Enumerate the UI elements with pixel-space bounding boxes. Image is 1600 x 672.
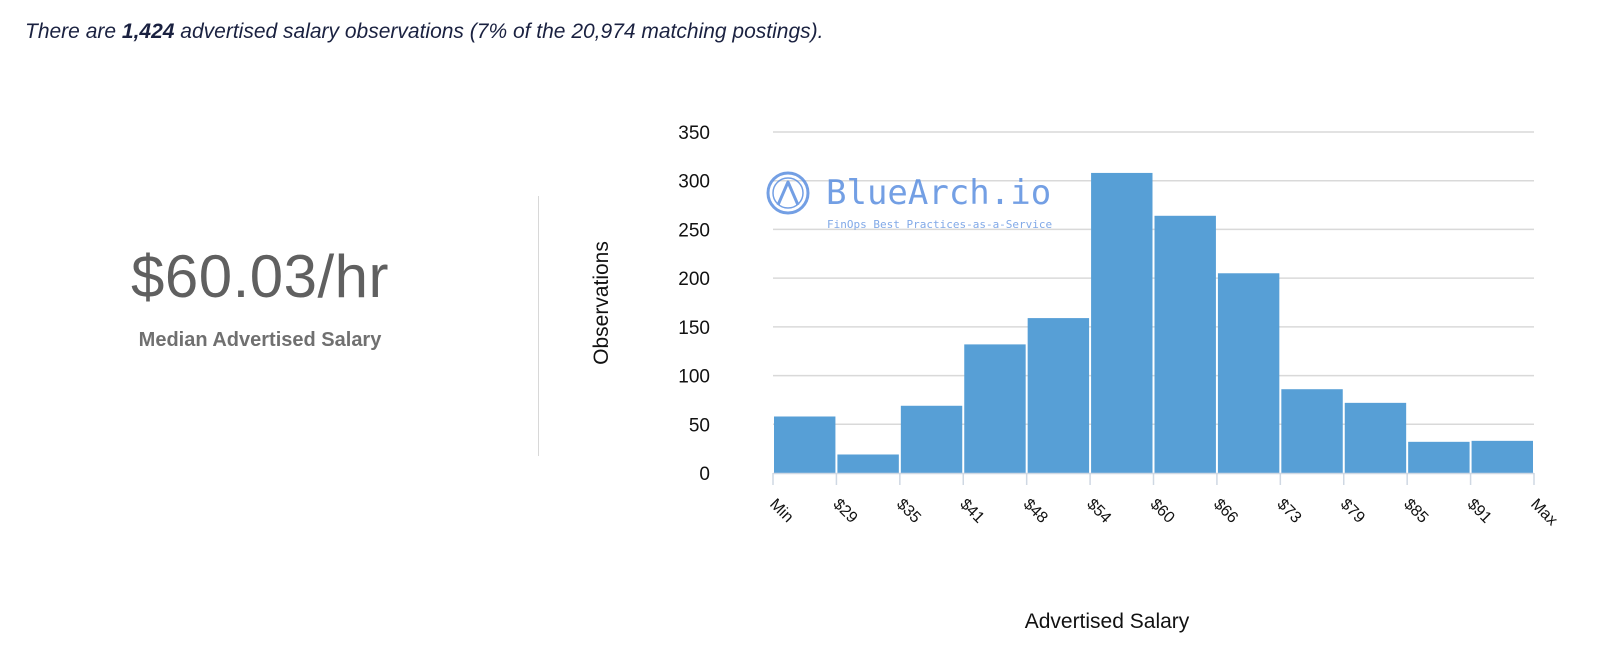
histogram-bar xyxy=(837,454,899,473)
histogram-bar xyxy=(1344,402,1407,473)
watermark-title: BlueArch.io xyxy=(826,173,1051,213)
y-tick-label: 150 xyxy=(678,318,710,339)
watermark: BlueArch.io FinOps Best Practices-as-a-S… xyxy=(766,171,1052,231)
histogram-bar xyxy=(1281,389,1343,473)
histogram-bar xyxy=(900,405,963,473)
arch-logo-icon xyxy=(766,171,810,215)
x-tick-label: Max xyxy=(1527,496,1560,529)
histogram-bar xyxy=(1408,441,1470,473)
histogram-bar xyxy=(1091,172,1153,474)
chart-bars xyxy=(774,172,1533,474)
y-tick-label: 350 xyxy=(678,123,710,144)
summary-text: There are 1,424 advertised salary observ… xyxy=(25,20,823,44)
x-tick-label: Min xyxy=(766,496,796,526)
y-tick-label: 250 xyxy=(678,220,710,241)
x-tick-label: $29 xyxy=(830,496,861,527)
x-tick-label: $54 xyxy=(1083,496,1114,527)
x-tick-label: $85 xyxy=(1400,496,1431,527)
chart-gridlines xyxy=(773,131,1534,426)
x-tick-label: $79 xyxy=(1337,496,1368,527)
y-tick-label: 300 xyxy=(678,172,710,193)
x-tick-label: $66 xyxy=(1210,496,1241,527)
y-tick-label: 0 xyxy=(699,464,710,485)
histogram-bar xyxy=(774,416,836,473)
summary-suffix: advertised salary observations (7% of th… xyxy=(174,20,824,43)
x-tick-label: $60 xyxy=(1147,496,1178,527)
histogram-bar xyxy=(1471,440,1533,473)
y-axis-title: Observations xyxy=(590,241,613,365)
x-axis-title: Advertised Salary xyxy=(1025,610,1190,633)
median-salary-label: Median Advertised Salary xyxy=(138,329,382,351)
x-tick-label: $73 xyxy=(1274,496,1305,527)
median-salary-value: $60.03/hr xyxy=(130,243,390,310)
y-tick-label: 100 xyxy=(678,367,710,388)
x-tick-label: $41 xyxy=(956,496,987,527)
x-tick-label: $91 xyxy=(1464,496,1495,527)
panel-divider xyxy=(538,196,539,456)
histogram-bar xyxy=(1217,273,1280,473)
y-tick-label: 50 xyxy=(689,415,710,436)
summary-prefix: There are xyxy=(25,20,122,43)
x-tick-label: $35 xyxy=(893,496,924,527)
histogram-bar xyxy=(964,344,1026,473)
x-tick-label: $48 xyxy=(1020,496,1051,527)
histogram-bar xyxy=(1154,215,1216,473)
y-tick-label: 200 xyxy=(678,269,710,290)
watermark-subtitle: FinOps Best Practices-as-a-Service xyxy=(827,218,1052,231)
histogram-bar xyxy=(1027,318,1090,473)
summary-count: 1,424 xyxy=(121,20,175,43)
